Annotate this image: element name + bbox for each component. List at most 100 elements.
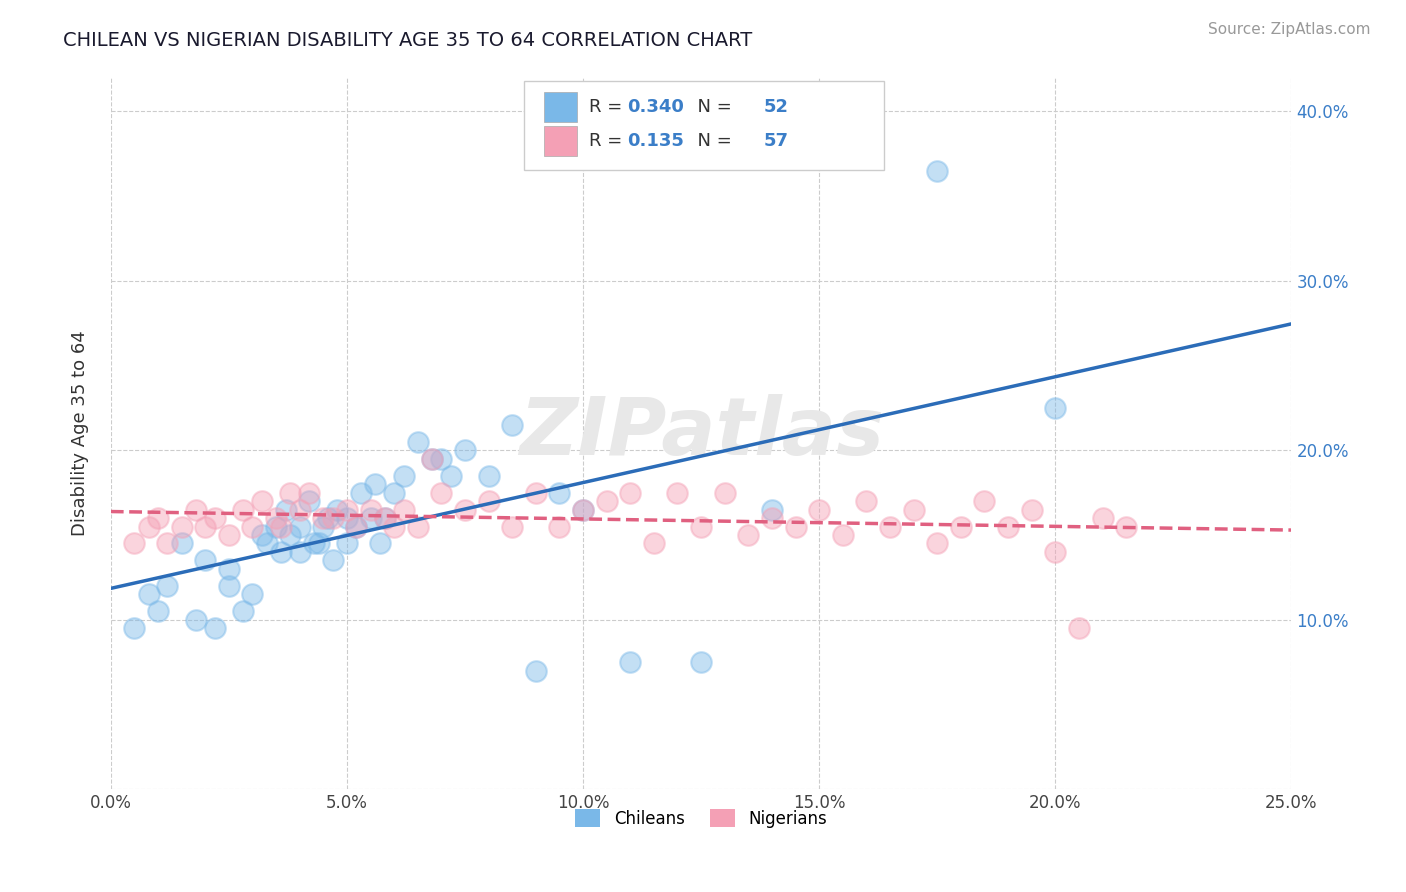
- Point: [256, 536, 278, 550]
- Point: [344, 519, 367, 533]
- Point: [250, 494, 273, 508]
- Point: [690, 655, 713, 669]
- Point: [232, 502, 254, 516]
- Point: [690, 519, 713, 533]
- Point: [288, 545, 311, 559]
- Text: R =: R =: [589, 132, 634, 150]
- Point: [1045, 401, 1067, 415]
- Point: [1091, 511, 1114, 525]
- Text: N =: N =: [686, 132, 737, 150]
- Point: [350, 485, 373, 500]
- FancyBboxPatch shape: [544, 126, 576, 156]
- Point: [336, 536, 359, 550]
- Point: [250, 528, 273, 542]
- Point: [278, 528, 301, 542]
- Point: [666, 485, 689, 500]
- Point: [336, 511, 359, 525]
- Point: [949, 519, 972, 533]
- Point: [1115, 519, 1137, 533]
- Point: [392, 468, 415, 483]
- Point: [406, 434, 429, 449]
- Point: [232, 604, 254, 618]
- Point: [420, 451, 443, 466]
- Point: [124, 621, 146, 635]
- Text: 0.340: 0.340: [627, 98, 683, 116]
- Point: [454, 502, 477, 516]
- Point: [146, 511, 169, 525]
- Point: [478, 494, 501, 508]
- Point: [298, 485, 321, 500]
- Point: [997, 519, 1019, 533]
- Point: [374, 511, 396, 525]
- Point: [344, 519, 367, 533]
- Point: [184, 502, 207, 516]
- Point: [242, 519, 264, 533]
- Point: [430, 451, 453, 466]
- FancyBboxPatch shape: [544, 93, 576, 122]
- Point: [138, 519, 160, 533]
- Y-axis label: Disability Age 35 to 64: Disability Age 35 to 64: [72, 330, 89, 536]
- Text: CHILEAN VS NIGERIAN DISABILITY AGE 35 TO 64 CORRELATION CHART: CHILEAN VS NIGERIAN DISABILITY AGE 35 TO…: [63, 31, 752, 50]
- Point: [879, 519, 901, 533]
- Legend: Chileans, Nigerians: Chileans, Nigerians: [569, 803, 834, 834]
- Point: [440, 468, 463, 483]
- Point: [218, 562, 240, 576]
- Point: [374, 511, 396, 525]
- Point: [382, 485, 405, 500]
- Point: [264, 511, 287, 525]
- Point: [336, 502, 359, 516]
- Point: [242, 587, 264, 601]
- Point: [524, 664, 547, 678]
- Text: 0.135: 0.135: [627, 132, 683, 150]
- Point: [761, 511, 783, 525]
- Point: [973, 494, 995, 508]
- Point: [138, 587, 160, 601]
- Point: [204, 621, 226, 635]
- Point: [368, 536, 391, 550]
- Point: [316, 511, 339, 525]
- Point: [218, 579, 240, 593]
- Point: [156, 536, 179, 550]
- Point: [927, 163, 949, 178]
- Point: [808, 502, 831, 516]
- Text: Source: ZipAtlas.com: Source: ZipAtlas.com: [1208, 22, 1371, 37]
- Point: [643, 536, 665, 550]
- Point: [1021, 502, 1043, 516]
- Point: [548, 519, 571, 533]
- Point: [761, 502, 783, 516]
- Point: [288, 502, 311, 516]
- Point: [420, 451, 443, 466]
- Point: [737, 528, 759, 542]
- Point: [270, 519, 292, 533]
- Point: [785, 519, 807, 533]
- Point: [619, 655, 641, 669]
- FancyBboxPatch shape: [524, 81, 884, 170]
- Point: [360, 511, 382, 525]
- Text: 57: 57: [763, 132, 789, 150]
- Point: [288, 519, 311, 533]
- Text: R =: R =: [589, 98, 628, 116]
- Point: [312, 511, 335, 525]
- Point: [454, 443, 477, 458]
- Text: 52: 52: [763, 98, 789, 116]
- Point: [184, 613, 207, 627]
- Point: [170, 519, 193, 533]
- Point: [524, 485, 547, 500]
- Point: [572, 502, 595, 516]
- Point: [278, 485, 301, 500]
- Point: [364, 477, 387, 491]
- Point: [392, 502, 415, 516]
- Point: [146, 604, 169, 618]
- Point: [501, 519, 523, 533]
- Point: [360, 502, 382, 516]
- Point: [264, 519, 287, 533]
- Point: [572, 502, 595, 516]
- Point: [326, 502, 349, 516]
- Point: [194, 519, 217, 533]
- Point: [302, 536, 325, 550]
- Point: [322, 553, 344, 567]
- Point: [501, 417, 523, 432]
- Point: [903, 502, 925, 516]
- Point: [619, 485, 641, 500]
- Point: [308, 536, 330, 550]
